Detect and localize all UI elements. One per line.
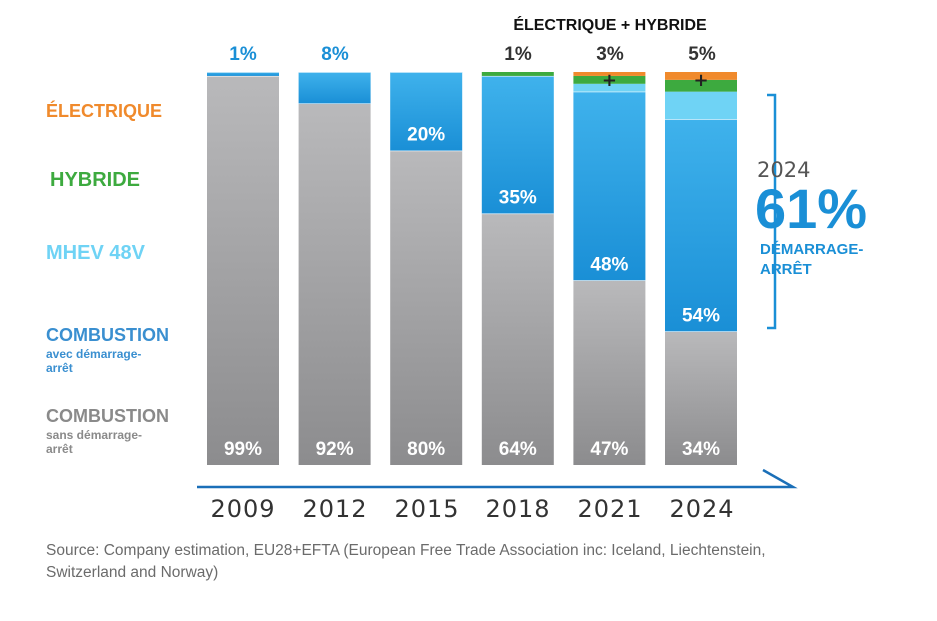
label-combustion-avec-2018: 35% <box>499 187 537 208</box>
label-combustion-sans-2018: 64% <box>499 439 537 460</box>
legend-combustion-sans: COMBUSTION sans démarrage-arrêt <box>46 406 169 456</box>
x-tick-2018: 2018 <box>485 495 551 523</box>
seg-combustion-sans-2009 <box>207 75 279 466</box>
label-combustion-sans-2021: 47% <box>590 439 628 460</box>
label-combustion-sans-2015: 80% <box>407 439 445 460</box>
legend-combustion-avec: COMBUSTION avec démarrage-arrêt <box>46 325 169 375</box>
x-axis-arrow <box>197 468 798 489</box>
legend-mhev: MHEV 48V <box>46 243 145 263</box>
label-combustion-sans-2009: 99% <box>224 439 262 460</box>
legend-electrique-label: ÉLECTRIQUE <box>46 101 163 121</box>
seg-mhev-2024 <box>665 91 737 120</box>
label-combustion-sans-2012: 92% <box>316 439 354 460</box>
callout-value: 61% <box>755 177 868 240</box>
top-label-2024: 5% <box>688 44 716 65</box>
legend-combustion-avec-label: COMBUSTION <box>46 325 169 345</box>
seg-combustion-avec-2018 <box>481 75 554 214</box>
top-label-group-header: ÉLECTRIQUE + HYBRIDE <box>513 17 707 34</box>
seg-mhev-2021 <box>573 83 646 92</box>
x-tick-2012: 2012 <box>302 495 368 523</box>
legend-mhev-label: MHEV 48V <box>46 242 145 264</box>
legend-hybride-label: HYBRIDE <box>50 169 141 191</box>
plus-symbol-2024: + <box>693 70 708 91</box>
x-tick-2021: 2021 <box>577 495 643 523</box>
seg-electrique-2021 <box>573 72 646 76</box>
legend-hybride: HYBRIDE <box>50 170 140 190</box>
top-label-2012: 8% <box>321 44 349 65</box>
plus-symbol-2021: + <box>602 70 617 91</box>
label-combustion-avec-2024: 54% <box>682 305 720 326</box>
callout-year: 2024 <box>757 158 811 182</box>
legend-combustion-avec-sub: avec démarrage-arrêt <box>46 347 142 375</box>
seg-combustion-avec-2009 <box>207 72 279 76</box>
seg-combustion-sans-2012 <box>298 103 371 465</box>
callout-label: DÉMARRAGE-ARRÊT <box>760 241 864 278</box>
seg-hybride-2024 <box>665 79 737 92</box>
callout-bracket <box>767 93 777 330</box>
seg-combustion-avec-2012 <box>298 72 371 104</box>
seg-combustion-avec-2015 <box>390 72 463 151</box>
top-label-2021: 3% <box>596 44 624 65</box>
label-combustion-avec-2015: 20% <box>407 125 445 146</box>
legend-electrique: ÉLECTRIQUE <box>46 101 162 121</box>
legend-combustion-sans-label: COMBUSTION <box>46 406 169 426</box>
label-combustion-avec-2021: 48% <box>590 254 628 275</box>
seg-combustion-sans-2024 <box>665 331 737 465</box>
seg-combustion-avec-2021 <box>573 91 646 281</box>
legend-combustion-sans-sub: sans démarrage-arrêt <box>46 428 143 456</box>
x-tick-2009: 2009 <box>210 495 276 523</box>
seg-hybride-2021 <box>573 75 646 84</box>
source-note: Source: Company estimation, EU28+EFTA (E… <box>46 542 766 581</box>
seg-combustion-sans-2018 <box>481 213 554 465</box>
seg-combustion-sans-2021 <box>573 280 646 465</box>
label-combustion-sans-2024: 34% <box>682 439 720 460</box>
top-label-2009: 1% <box>229 44 257 65</box>
seg-combustion-avec-2024 <box>665 119 737 332</box>
seg-combustion-sans-2015 <box>390 150 463 465</box>
x-tick-2024: 2024 <box>669 495 735 523</box>
x-tick-2015: 2015 <box>394 495 460 523</box>
top-label-2018: 1% <box>504 44 532 65</box>
seg-hybride-2018 <box>481 72 554 76</box>
seg-electrique-2024 <box>665 72 737 80</box>
